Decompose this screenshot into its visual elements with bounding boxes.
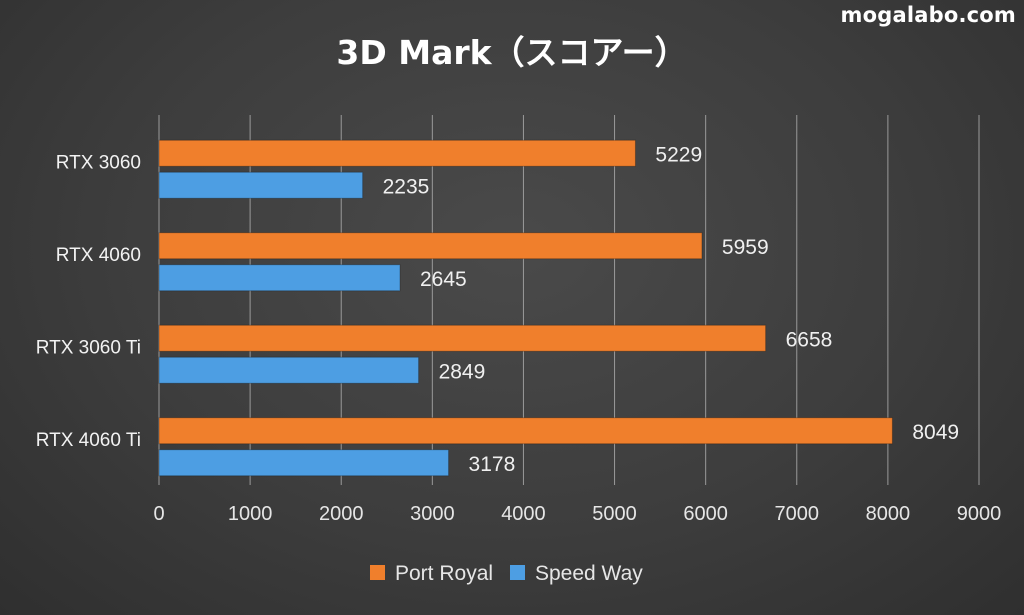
data-label: 2645: [420, 268, 467, 291]
bar-port-royal: [158, 139, 636, 167]
category-label: RTX 4060: [56, 245, 141, 266]
data-label: 2235: [383, 175, 430, 198]
x-tick-label: 8000: [866, 503, 911, 525]
watermark-text: mogalabo.com: [840, 3, 1016, 27]
bar-port-royal: [158, 417, 893, 445]
data-label: 8049: [912, 421, 959, 444]
x-tick-label: 7000: [775, 503, 820, 525]
category-label: RTX 4060 Ti: [36, 430, 141, 451]
category-label: RTX 3060: [56, 152, 141, 173]
category-label: RTX 3060 Ti: [36, 337, 141, 358]
bar-port-royal: [158, 324, 767, 352]
legend-swatch-port-royal: [370, 565, 385, 580]
bar-speed-way: [158, 449, 450, 477]
data-labels: 5229 2235 5959 2645 6658 2849 8049 3178: [383, 143, 959, 476]
x-tick-label: 3000: [410, 503, 455, 525]
bars: [158, 139, 893, 477]
x-tick-label: 6000: [683, 503, 728, 525]
x-tick-label: 2000: [319, 503, 364, 525]
bar-port-royal: [158, 232, 703, 260]
chart-title: 3D Mark（スコアー）: [336, 33, 687, 72]
legend-swatch-speed-way: [510, 565, 525, 580]
x-tick-label: 0: [153, 503, 164, 525]
data-label: 2849: [439, 360, 486, 383]
x-tick-label: 5000: [592, 503, 637, 525]
data-label: 3178: [469, 453, 516, 476]
category-labels: RTX 3060 RTX 4060 RTX 3060 Ti RTX 4060 Ti: [36, 152, 141, 451]
legend-label: Port Royal: [395, 562, 493, 585]
legend-label: Speed Way: [535, 562, 643, 585]
x-tick-label: 9000: [957, 503, 1002, 525]
data-label: 5229: [655, 143, 702, 166]
bar-speed-way: [158, 356, 420, 384]
data-label: 5959: [722, 236, 769, 259]
x-tick-label: 4000: [501, 503, 546, 525]
legend: Port Royal Speed Way: [370, 562, 643, 585]
bar-speed-way: [158, 264, 401, 292]
x-tick-label: 1000: [228, 503, 273, 525]
x-tick-labels: 0 1000 2000 3000 4000 5000 6000 7000 8000 9000: [153, 503, 1001, 525]
data-label: 6658: [786, 328, 833, 351]
bar-speed-way: [158, 171, 364, 199]
